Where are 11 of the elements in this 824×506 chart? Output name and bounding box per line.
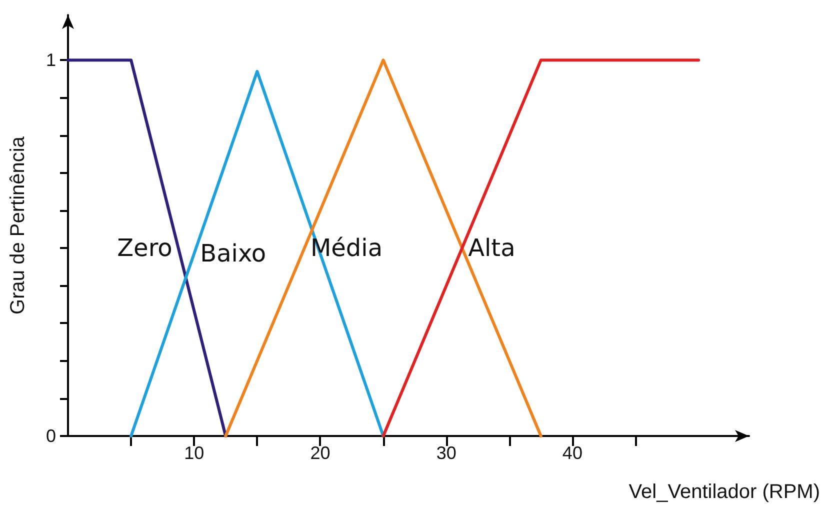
x-tick-label: 10 xyxy=(184,443,204,463)
series-label: Alta xyxy=(468,234,516,262)
y-tick-label: 0 xyxy=(46,426,56,446)
x-axis-title: Vel_Ventilador (RPM) xyxy=(628,481,820,503)
series-label: Zero xyxy=(117,234,172,262)
x-tick-label: 40 xyxy=(562,443,582,463)
y-tick-label: 1 xyxy=(46,50,56,70)
series-label: Baixo xyxy=(200,240,266,268)
y-axis-title: Grau de Pertinência xyxy=(7,136,29,314)
x-tick-label: 30 xyxy=(436,443,456,463)
x-tick-label: 20 xyxy=(310,443,330,463)
